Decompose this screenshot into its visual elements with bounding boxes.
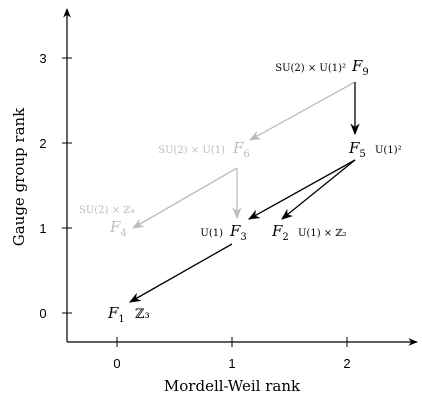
node-f9-group: SU(2) × U(1)² — [275, 63, 346, 74]
node-f4: SU(2) × ℤ₄ F4 — [79, 205, 135, 239]
x-tick-label-1: 1 — [228, 356, 235, 371]
node-f6: SU(2) × U(1) F6 — [158, 139, 250, 160]
node-f2-group: U(1) × ℤ₂ — [298, 228, 347, 239]
node-f9-label: F9 — [351, 57, 369, 78]
x-axis-title: Mordell-Weil rank — [164, 377, 301, 395]
node-f9: SU(2) × U(1)² F9 — [275, 57, 369, 78]
node-f6-label: F6 — [232, 139, 250, 160]
x-tick-label-2: 2 — [343, 356, 350, 371]
y-tick-label-3: 3 — [39, 51, 46, 66]
node-f4-label: F4 — [109, 218, 127, 239]
x-ticks — [116, 337, 348, 347]
node-f2: F2 U(1) × ℤ₂ — [271, 222, 347, 243]
y-axis-title: Gauge group rank — [10, 107, 28, 246]
arrow-f3-to-f1 — [128, 243, 233, 303]
node-f5: F5 U(1)² — [348, 139, 402, 160]
node-f6-group: SU(2) × U(1) — [158, 145, 225, 156]
x-tick-label-0: 0 — [113, 356, 120, 371]
y-tick-label-2: 2 — [39, 136, 46, 151]
node-f5-label: F5 — [348, 139, 366, 160]
y-tick-label-1: 1 — [39, 221, 46, 236]
node-f3: U(1) F3 — [200, 222, 246, 243]
y-ticks — [62, 57, 72, 314]
node-f2-label: F2 — [271, 222, 289, 243]
arrow-f6-to-f4 — [131, 167, 238, 229]
node-f3-group: U(1) — [200, 228, 223, 239]
node-f5-group: U(1)² — [375, 145, 402, 156]
node-f1: F1 ℤ₃ — [107, 304, 150, 325]
node-f1-group: ℤ₃ — [135, 307, 150, 322]
arrow-f9-to-f6 — [248, 81, 356, 141]
arrow-f5-to-f2 — [281, 159, 356, 220]
node-f1-label: F1 — [107, 304, 125, 325]
node-f3-label: F3 — [229, 222, 247, 243]
y-tick-label-0: 0 — [39, 306, 46, 321]
arrow-f5-to-f3 — [247, 159, 356, 220]
node-f4-group: SU(2) × ℤ₄ — [79, 205, 135, 216]
